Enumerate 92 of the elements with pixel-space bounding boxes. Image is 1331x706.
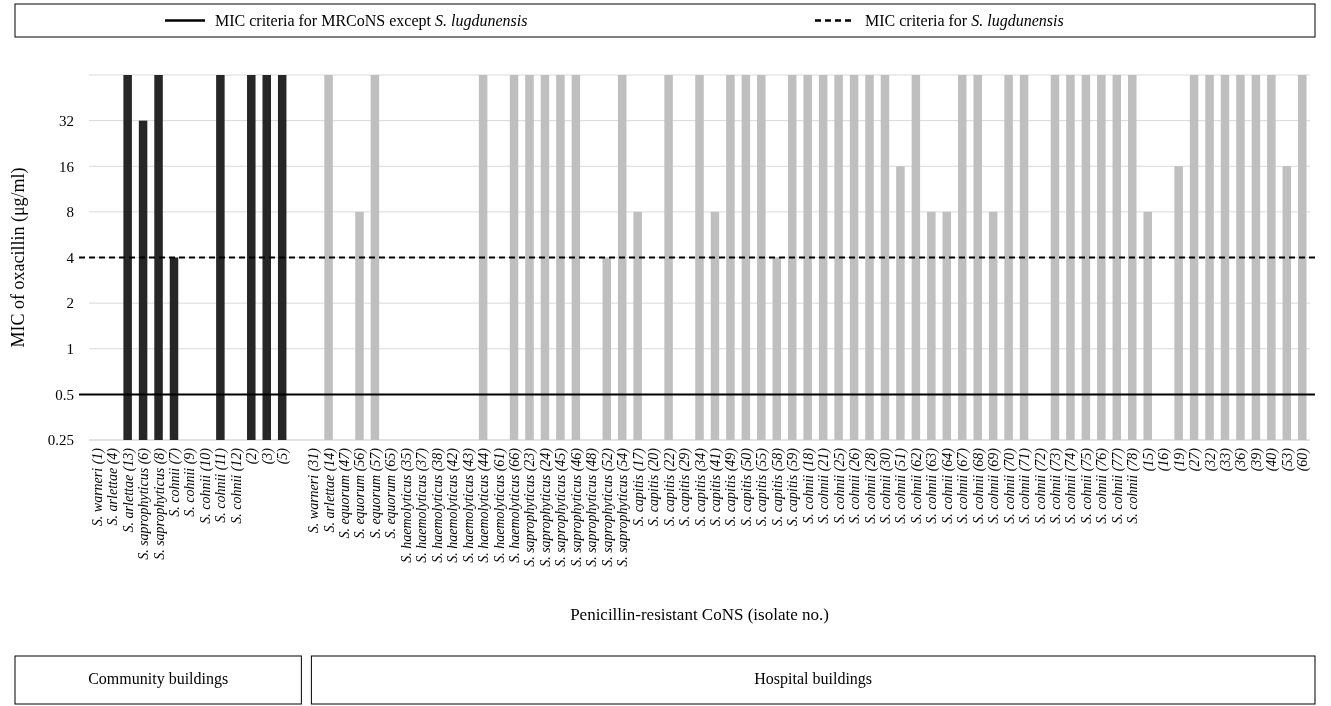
x-tick-label: S. haemolyticus (42) (445, 447, 462, 563)
x-tick-label: S. haemolyticus (66) (507, 447, 524, 563)
x-tick-label: (16) (1156, 447, 1173, 472)
x-tick-label: (53) (1279, 447, 1296, 472)
x-tick-label: S. cohnii (18) (800, 447, 817, 524)
x-tick-label: S. haemolyticus (37) (414, 447, 431, 563)
x-tick-label: S. equorum (65) (383, 447, 400, 539)
x-tick-label: S. cohnii (7) (167, 447, 184, 517)
x-tick-label: S. capitis (20) (646, 447, 663, 527)
y-tick-label: 2 (66, 295, 74, 312)
text: Hospital buildings (754, 670, 873, 688)
x-tick-label: (40) (1264, 447, 1281, 472)
x-tick-label: S. capitis (22) (661, 447, 678, 527)
x-tick-label: (27) (1187, 447, 1204, 472)
x-tick-label: S. equorum (47) (337, 447, 354, 539)
y-tick-label: 0.5 (55, 386, 74, 403)
text: Community buildings (88, 670, 229, 688)
x-tick-label: S. cohnii (75) (1078, 447, 1095, 524)
y-tick-label: 8 (66, 204, 74, 221)
x-tick-label: S. saprophyticus (48) (584, 447, 601, 567)
x-tick-label: S. cohnii (74) (1063, 447, 1080, 524)
y-tick-label: 1 (66, 341, 74, 358)
x-tick-label: S. capitis (34) (692, 447, 709, 527)
x-tick-label: S. cohnii (73) (1047, 447, 1064, 524)
x-tick-label: S. saprophyticus (45) (553, 447, 570, 567)
x-axis-title: Penicillin-resistant CoNS (isolate no.) (570, 605, 829, 624)
x-tick-label: S. haemolyticus (44) (476, 447, 493, 563)
x-tick-label: (33) (1217, 447, 1234, 472)
x-tick-label: S. haemolyticus (38) (429, 447, 446, 563)
x-tick-label: S. cohnii (26) (847, 447, 864, 524)
x-tick-label: S. arlettae (14) (321, 447, 338, 533)
y-tick-label: 4 (66, 249, 75, 266)
x-tick-label: (60) (1295, 447, 1312, 472)
x-tick-label: S. saprophyticus (23) (522, 447, 539, 567)
x-tick-label: S. capitis (59) (785, 447, 802, 527)
x-tick-label: S. cohnii (9) (182, 447, 199, 517)
x-tick-label: S. saprophyticus (8) (151, 447, 168, 560)
x-tick-label: S. cohnii (72) (1032, 447, 1049, 524)
x-tick-label: S. saprophyticus (6) (136, 447, 153, 560)
x-tick-label: S. cohnii (12) (228, 447, 245, 524)
y-tick-label: 16 (59, 158, 75, 175)
y-tick-label: 32 (59, 112, 74, 129)
x-tick-label: (39) (1248, 447, 1265, 472)
x-tick-label: S. haemolyticus (61) (491, 447, 508, 563)
x-tick-label: S. capitis (29) (677, 447, 694, 527)
x-tick-label: S. equorum (57) (367, 447, 384, 539)
x-tick-label: S. cohnii (30) (877, 447, 894, 524)
x-tick-label: S. saprophyticus (54) (615, 447, 632, 567)
x-tick-label: S. cohnii (21) (816, 447, 833, 524)
x-tick-label: S. cohnii (10) (197, 447, 214, 524)
x-tick-label: S. saprophyticus (52) (599, 447, 616, 567)
x-tick-label: S. capitis (55) (754, 447, 771, 527)
x-tick-label: S. cohnii (51) (893, 447, 910, 524)
x-tick-label: S. cohnii (71) (1017, 447, 1034, 524)
x-tick-label: S. capitis (49) (723, 447, 740, 527)
x-tick-label: (15) (1140, 447, 1157, 472)
x-tick-label: S. cohnii (70) (1001, 447, 1018, 524)
x-tick-label: S. haemolyticus (43) (460, 447, 477, 563)
x-tick-label: S. cohnii (76) (1094, 447, 1111, 524)
x-tick-label: (3) (259, 447, 276, 465)
x-tick-label: S. cohnii (28) (862, 447, 879, 524)
x-tick-label: S. warneri (31) (306, 447, 323, 534)
x-tick-label: S. cohnii (62) (908, 447, 925, 524)
x-tick-label: S. capitis (17) (630, 447, 647, 527)
x-tick-label: S. saprophyticus (46) (568, 447, 585, 567)
x-tick-label: S. cohnii (25) (831, 447, 848, 524)
x-tick-label: S. cohnii (77) (1109, 447, 1126, 524)
y-axis-title: MIC of oxacillin (μg/ml) (8, 167, 29, 348)
x-tick-label: S. capitis (58) (769, 447, 786, 527)
x-tick-label: S. cohnii (78) (1125, 447, 1142, 524)
legend-label: MIC criteria for S. lugdunensis (865, 11, 1064, 30)
x-tick-label: (2) (244, 447, 261, 465)
x-tick-label: (36) (1233, 447, 1250, 472)
x-tick-label: S. warneri (1) (89, 447, 106, 527)
x-tick-label: (19) (1171, 447, 1188, 472)
x-tick-label: S. cohnii (69) (986, 447, 1003, 524)
x-tick-label: S. capitis (41) (707, 447, 724, 527)
legend-label: MIC criteria for MRCoNS except S. lugdunensis (215, 11, 528, 30)
y-tick-label: 0.25 (47, 432, 74, 449)
x-tick-label: S. arlettae (13) (120, 447, 137, 533)
x-tick-label: S. cohnii (63) (924, 447, 941, 524)
x-tick-label: S. cohnii (11) (213, 447, 230, 523)
x-tick-label: S. capitis (50) (738, 447, 755, 527)
x-tick-label: S. haemolyticus (35) (398, 447, 415, 563)
x-tick-label: S. saprophyticus (24) (537, 447, 554, 567)
x-tick-label: S. equorum (56) (352, 447, 369, 539)
x-tick-label: S. cohnii (68) (970, 447, 987, 524)
x-tick-label: (5) (275, 447, 292, 465)
x-tick-label: S. cohnii (67) (955, 447, 972, 524)
x-tick-label: S. cohnii (64) (939, 447, 956, 524)
x-tick-label: (32) (1202, 447, 1219, 472)
x-tick-label: S. arlettae (4) (105, 447, 122, 526)
